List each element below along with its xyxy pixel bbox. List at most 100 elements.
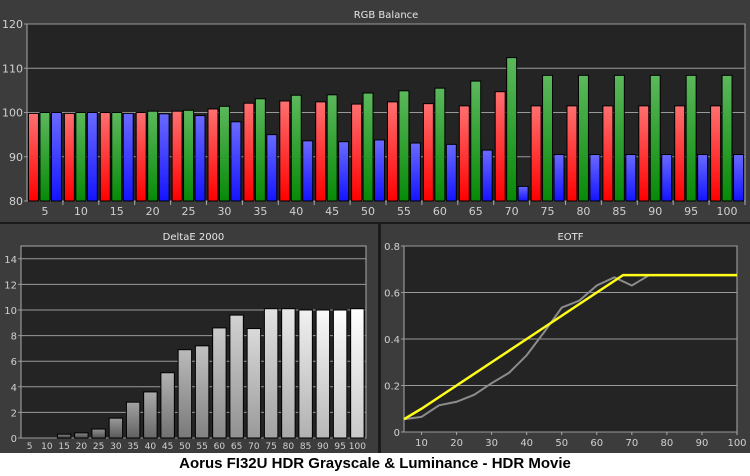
blue-bar — [86, 112, 98, 202]
rgb-balance-chart: RGB Balance 80 90 100 110 120 5 10 15 20 25 30 35 40 4… — [0, 0, 750, 222]
panel-divider — [378, 224, 380, 453]
y-tick-label: 0 — [11, 434, 17, 445]
deltae-bar — [160, 372, 175, 439]
blue-bar — [589, 154, 601, 202]
deltae-bar — [74, 432, 89, 439]
x-tick-label: 60 — [590, 438, 603, 449]
red-bar — [99, 112, 111, 202]
red-bar — [458, 105, 470, 202]
deltae-bar — [298, 309, 313, 439]
x-tick-label: 85 — [300, 442, 311, 452]
blue-bar — [553, 154, 565, 202]
blue-bar — [338, 141, 350, 202]
green-bar — [434, 87, 446, 202]
green-bar — [39, 112, 51, 202]
x-tick-label: 80 — [576, 205, 590, 218]
green-bar — [326, 94, 338, 202]
y-tick-label: 2 — [11, 408, 17, 419]
green-bar — [470, 80, 482, 202]
y-tick-label: 10 — [4, 306, 17, 317]
x-tick-label: 90 — [648, 205, 662, 218]
green-bar — [290, 94, 302, 202]
x-tick-label: 20 — [146, 205, 160, 218]
chart-title: RGB Balance — [354, 10, 419, 21]
green-bar — [398, 90, 410, 202]
red-bar — [315, 101, 327, 202]
y-tick-label: 0.4 — [384, 335, 400, 346]
red-bar — [710, 105, 722, 202]
red-bar — [171, 110, 183, 202]
blue-bar — [409, 142, 421, 202]
green-bar — [613, 74, 625, 202]
blue-bar — [50, 112, 62, 202]
x-tick-label: 75 — [541, 205, 555, 218]
red-bar — [638, 105, 650, 202]
deltae-bar — [125, 401, 141, 439]
y-tick-label: 0.8 — [384, 242, 400, 253]
blue-bar — [374, 139, 386, 202]
chart-title: DeltaE 2000 — [163, 232, 225, 243]
deltae-bar — [350, 308, 365, 439]
x-tick-label: 60 — [214, 442, 226, 452]
x-tick-label: 30 — [110, 442, 122, 452]
x-tick-label: 60 — [433, 205, 447, 218]
x-tick-label: 10 — [74, 205, 88, 218]
target-line — [403, 273, 737, 421]
green-bar — [218, 105, 230, 202]
green-bar — [147, 110, 159, 202]
x-tick-label: 5 — [41, 205, 48, 218]
deltae-bar — [143, 391, 158, 439]
y-tick-label: 6 — [11, 357, 17, 368]
green-bar — [685, 74, 697, 202]
blue-bar — [122, 112, 134, 202]
deltae-bar — [91, 428, 106, 439]
blue-bar — [158, 113, 170, 202]
x-tick-label: 20 — [76, 442, 88, 452]
deltae-bar — [194, 345, 210, 439]
x-tick-label: 40 — [145, 442, 157, 452]
x-tick-label: 15 — [58, 442, 69, 452]
y-tick-label: 14 — [4, 255, 17, 266]
x-tick-label: 45 — [325, 205, 339, 218]
eotf-chart: EOTF 0 0.2 0.4 0.6 0.8 10 20 30 40 50 60 70 80 90 100 — [378, 224, 750, 453]
deltae-bar — [177, 349, 193, 439]
x-tick-label: 55 — [196, 442, 207, 452]
green-bar — [577, 74, 589, 202]
green-bar — [75, 112, 87, 202]
red-bar — [674, 105, 686, 202]
red-bar — [27, 112, 39, 202]
x-tick-label: 50 — [179, 442, 191, 452]
x-tick-label: 30 — [217, 205, 231, 218]
chart-title: EOTF — [557, 232, 583, 243]
y-tick-label: 0.2 — [384, 382, 400, 393]
deltae-bar — [246, 328, 262, 439]
green-bar — [506, 57, 518, 202]
x-tick-label: 80 — [661, 438, 674, 449]
green-bar — [254, 98, 266, 202]
y-tick-label: 8 — [11, 332, 17, 343]
blue-bar — [266, 134, 278, 202]
x-tick-label: 35 — [253, 205, 267, 218]
x-tick-label: 70 — [625, 438, 638, 449]
x-tick-label: 100 — [727, 438, 746, 449]
deltae-bar — [315, 309, 331, 439]
x-tick-label: 50 — [555, 438, 568, 449]
x-tick-label: 10 — [415, 438, 428, 449]
red-bar — [602, 105, 614, 202]
red-bar — [207, 108, 219, 202]
x-tick-label: 85 — [612, 205, 626, 218]
deltae-bar — [332, 309, 348, 439]
x-tick-label: 90 — [317, 442, 329, 452]
green-bar — [362, 92, 374, 202]
x-tick-label: 50 — [361, 205, 375, 218]
x-tick-label: 100 — [717, 205, 738, 218]
y-tick-label: 4 — [11, 383, 17, 394]
blue-bar — [230, 121, 242, 202]
blue-bar — [661, 154, 673, 202]
x-tick-label: 5 — [27, 442, 33, 452]
green-bar — [721, 74, 733, 202]
deltae-bar — [108, 417, 124, 439]
red-bar — [386, 101, 398, 202]
